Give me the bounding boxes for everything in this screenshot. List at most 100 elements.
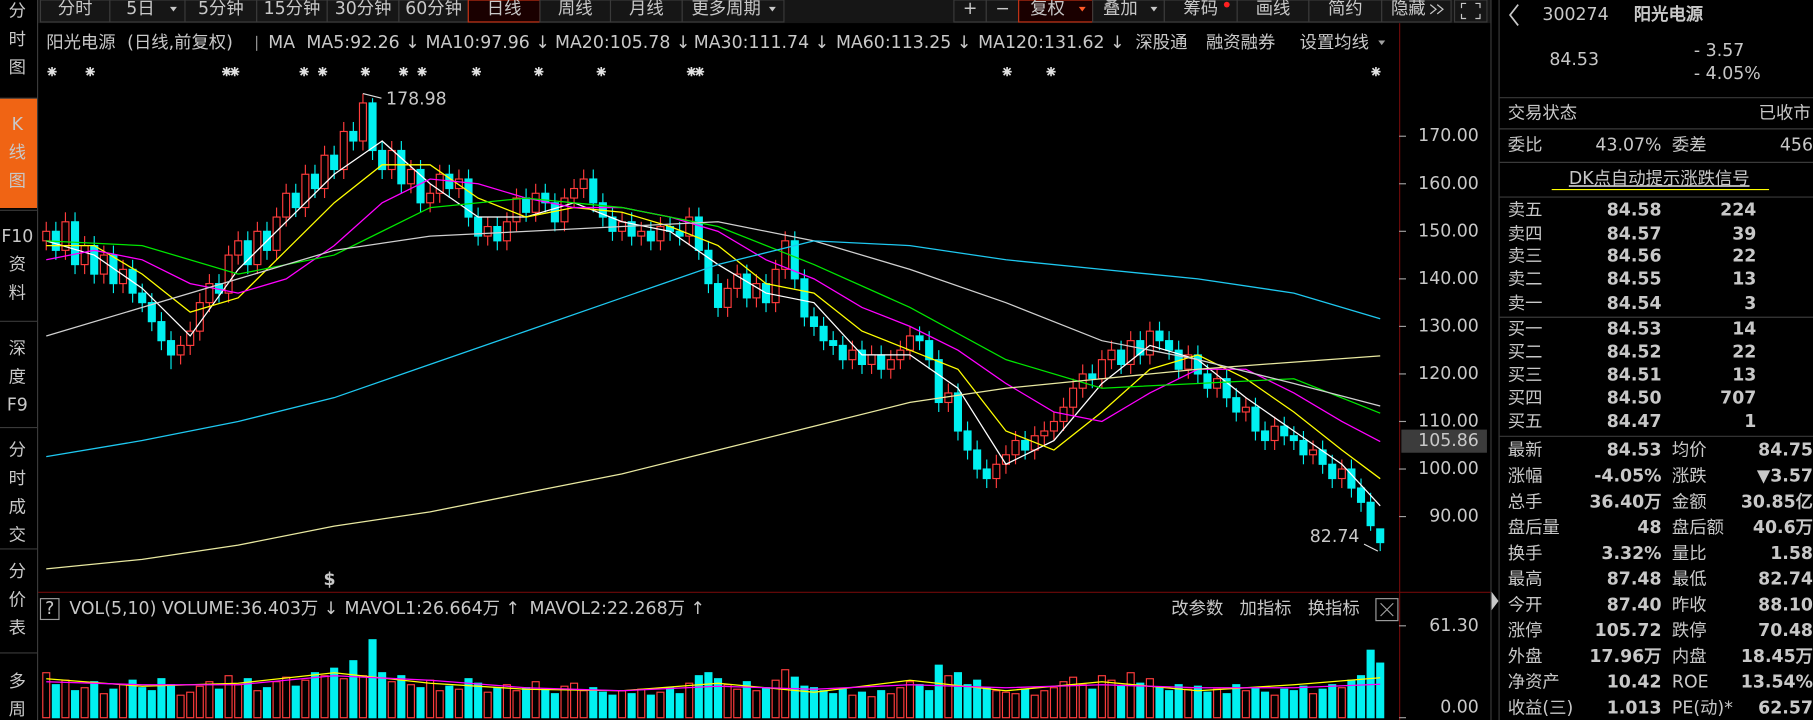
signal-star <box>222 67 232 77</box>
tool-label[interactable]: 叠加 <box>1103 0 1138 19</box>
tool-label[interactable]: 筹码 <box>1183 0 1218 19</box>
volume-bar <box>205 681 214 719</box>
candle-body <box>886 359 895 370</box>
tool-label[interactable]: − <box>995 0 1010 19</box>
candle-body <box>867 354 876 366</box>
tool[interactable] <box>1381 0 1452 23</box>
candle-body <box>70 221 80 266</box>
candle-body <box>694 216 703 251</box>
ma-line <box>46 197 1381 414</box>
stat-value: ▼3.57 <box>1757 466 1813 486</box>
candle-body <box>531 192 540 213</box>
volume-bar <box>905 681 915 719</box>
tab-label[interactable]: 日线 <box>487 0 522 19</box>
candle-body <box>973 449 982 470</box>
chart-link[interactable]: 设置均线 <box>1300 33 1369 53</box>
sidebar-item[interactable]: 深度 F9 <box>7 339 28 416</box>
volume-bar <box>426 679 435 719</box>
candle-body <box>857 349 867 366</box>
stat-label: 外盘 <box>1508 647 1543 667</box>
sidebar-item[interactable]: 分价表 <box>9 562 26 639</box>
tab-label[interactable]: 5日 <box>126 0 154 19</box>
price-change: - 3.57 <box>1694 41 1744 61</box>
collapse-arrow[interactable] <box>1491 591 1499 611</box>
stat-value: 88.10 <box>1758 595 1813 615</box>
indicator-button[interactable]: 换指标 <box>1308 599 1360 619</box>
stat-value: 87.40 <box>1607 595 1662 615</box>
volume-bar <box>857 691 867 719</box>
stat-label: 涨幅 <box>1508 466 1543 486</box>
sidebar-item[interactable]: K 线图 <box>9 115 26 192</box>
order-label: 买一 <box>1508 319 1543 339</box>
expand-icon <box>1429 4 1444 15</box>
tab-label[interactable]: 30分钟 <box>335 0 392 19</box>
stat-value: 82.74 <box>1758 570 1813 590</box>
tool-label[interactable]: 简约 <box>1328 0 1363 19</box>
volume-bar <box>387 681 396 719</box>
tab-label[interactable]: 更多周期 <box>691 0 760 19</box>
order-volume: 22 <box>1732 247 1756 267</box>
order-price: 84.54 <box>1607 294 1662 314</box>
chart-link[interactable]: 深股通 <box>1135 33 1187 53</box>
order-price: 84.58 <box>1607 200 1662 220</box>
tab-label[interactable]: 月线 <box>629 0 664 19</box>
volume-bar <box>656 691 665 719</box>
tab-label[interactable]: 周线 <box>558 0 593 19</box>
volume-bar <box>157 678 166 719</box>
help-box[interactable] <box>39 598 60 621</box>
order-price: 84.47 <box>1607 412 1662 432</box>
sidebar-item[interactable]: F10 资料 <box>1 227 33 304</box>
candle-body <box>1232 397 1241 413</box>
tab-label[interactable]: 60分钟 <box>405 0 462 19</box>
signal-star <box>85 67 95 77</box>
volume-bar <box>502 684 511 719</box>
stock-name: 阳光电源 <box>1634 4 1704 25</box>
volume-bar <box>61 679 70 719</box>
indicator-button[interactable]: 加指标 <box>1240 599 1292 619</box>
close-box[interactable] <box>1375 598 1399 622</box>
order-label: 买五 <box>1508 412 1543 432</box>
y-tick-label: 160.00 <box>1418 174 1479 194</box>
cursor-price-box <box>1401 429 1487 453</box>
chart-link[interactable]: 融资融券 <box>1206 33 1275 53</box>
sidebar-item[interactable]: 多周 <box>9 672 26 720</box>
back-icon[interactable] <box>1508 4 1519 26</box>
indicator-button[interactable]: 改参数 <box>1171 599 1223 619</box>
candle-body <box>147 302 156 323</box>
candle-body <box>1011 439 1020 456</box>
volume-bar <box>973 679 982 719</box>
volume-bar <box>234 684 243 719</box>
volume-bar <box>1097 675 1106 719</box>
order-label: 买三 <box>1508 366 1543 386</box>
candle-body <box>186 330 195 346</box>
volume-bar <box>1107 679 1116 719</box>
volume-bar <box>800 685 809 719</box>
volume-bar <box>416 687 425 719</box>
annotation-leader <box>1363 543 1379 552</box>
tab-label[interactable]: 分时 <box>58 0 93 19</box>
volume-bar <box>771 679 780 719</box>
tool-label[interactable]: + <box>963 0 978 19</box>
volume-bar <box>349 660 358 719</box>
candle-body <box>1337 468 1346 480</box>
candle-body <box>723 287 732 308</box>
signal-link[interactable]: DK点自动提示涨跌信号 <box>1569 169 1750 189</box>
tool-label[interactable]: 隐藏 <box>1391 0 1426 19</box>
volume-bar <box>1308 693 1318 719</box>
commission-label: 委比 <box>1508 136 1543 156</box>
tab-label[interactable]: 15分钟 <box>264 0 321 19</box>
tab[interactable] <box>681 0 785 23</box>
ma-line <box>46 240 1381 458</box>
candle-body <box>752 283 761 299</box>
y-tick-label: 130.00 <box>1418 316 1479 336</box>
order-label: 卖二 <box>1508 270 1543 290</box>
sidebar-item[interactable]: 分时图 <box>9 2 26 79</box>
tab-label[interactable]: 5分钟 <box>198 0 244 19</box>
tool-label[interactable]: 画线 <box>1256 0 1291 19</box>
tool-label[interactable]: 复权 <box>1030 0 1065 19</box>
fullscreen-button[interactable] <box>1453 0 1488 23</box>
stat-value: -4.05% <box>1594 466 1661 486</box>
signal-star <box>534 67 544 77</box>
sidebar-item[interactable]: 分时成交 <box>9 441 26 546</box>
